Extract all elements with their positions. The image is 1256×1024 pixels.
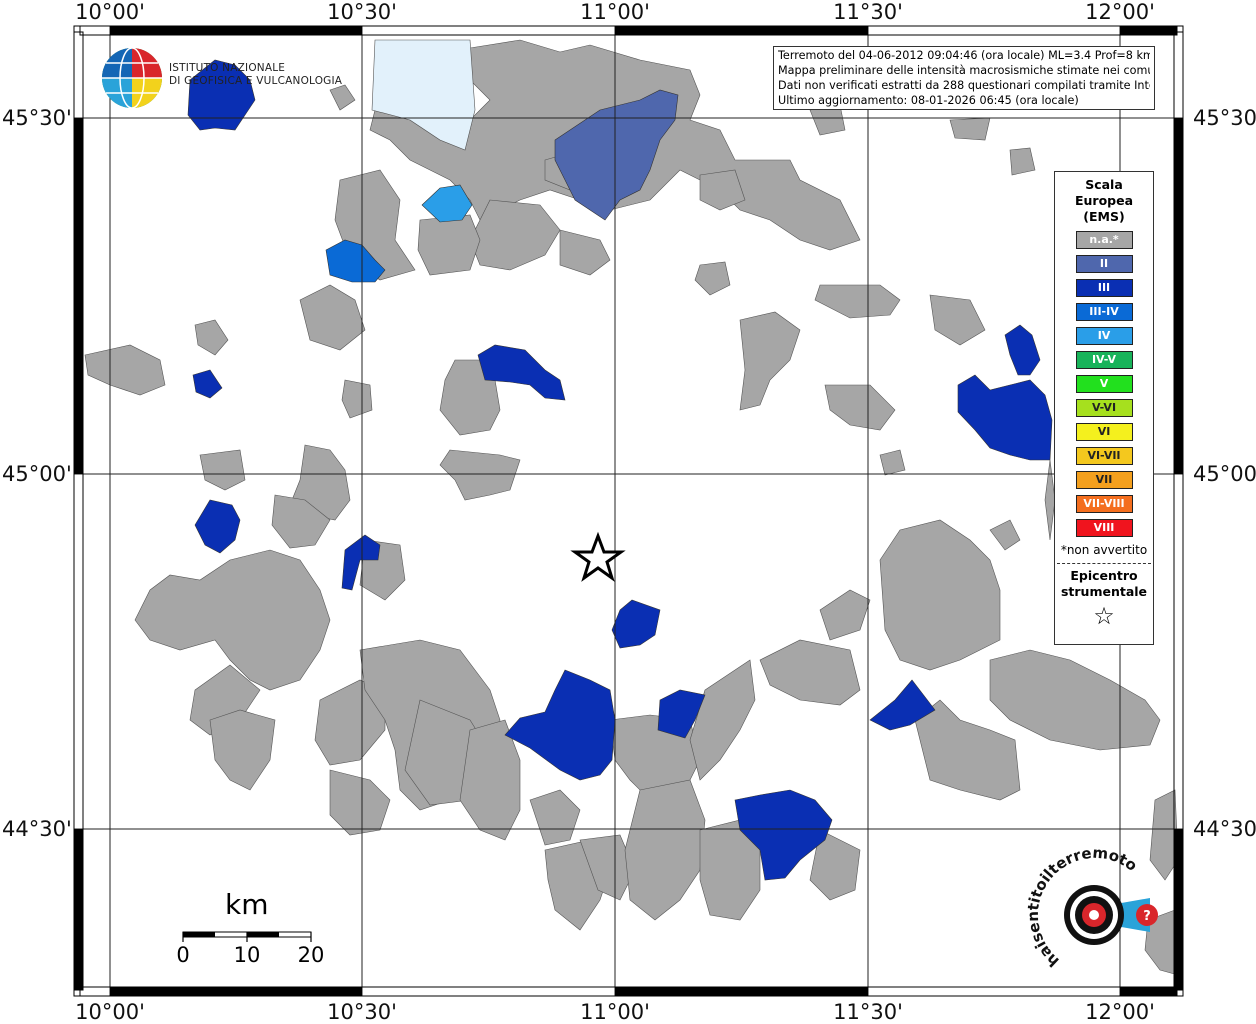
intensity-III-area	[1004, 324, 1041, 376]
ingv-line2: DI GEOFISICA E VULCANOLOGIA	[169, 75, 343, 87]
intensity-III-area	[192, 369, 223, 399]
lon-label-top: 10°30'	[327, 0, 397, 24]
hsit-target-icon: ?	[1064, 885, 1158, 945]
legend-title: Scala Europea (EMS)	[1055, 177, 1153, 225]
intensity-III-area	[957, 374, 1053, 461]
event-info-line: Mappa preliminare delle intensità macros…	[778, 64, 1150, 77]
ems-legend: Scala Europea (EMS) n.a.* II III III-IV IV IV…	[1054, 171, 1154, 645]
intensity-III-area	[341, 534, 381, 591]
epicenter-star-icon	[570, 531, 626, 582]
lat-label-left: 44°30'	[2, 817, 72, 841]
intensity-II-area	[554, 89, 679, 221]
scale-tick-label: 20	[297, 943, 325, 967]
lon-label-top: 11°00'	[580, 0, 650, 24]
legend-item: VII-VIII	[1075, 495, 1133, 513]
intensity-III-area	[504, 669, 616, 781]
legend-item: IV	[1075, 327, 1133, 345]
lon-label-bottom: 11°00'	[580, 1000, 650, 1024]
lake-area	[371, 39, 476, 151]
legend-title-line: Scala	[1085, 177, 1123, 192]
lon-label-top: 11°30'	[833, 0, 903, 24]
legend-item: V	[1075, 375, 1133, 393]
legend-separator	[1057, 563, 1151, 564]
lon-label-top: 10°00'	[75, 0, 145, 24]
intensity-III-area	[187, 59, 256, 131]
ingv-line1: ISTITUTO NAZIONALE	[169, 62, 286, 74]
event-info-line: Dati non verificati estratti da 288 ques…	[778, 79, 1150, 92]
intensity-III-area	[869, 679, 936, 731]
lat-label-right: 44°30'	[1193, 817, 1256, 841]
intensity-III-area	[657, 689, 706, 739]
legend-items: n.a.* II III III-IV IV IV-V V V-VI VI VI-VII VII VI…	[1055, 231, 1153, 537]
legend-star-icon: ☆	[1093, 602, 1115, 630]
intensity-III-area	[477, 344, 566, 401]
lon-label-bottom: 11°30'	[833, 1000, 903, 1024]
ingv-globe-icon	[102, 47, 162, 109]
svg-text:?: ?	[1143, 909, 1151, 924]
legend-item: n.a.*	[1075, 231, 1133, 249]
legend-item: III-IV	[1075, 303, 1133, 321]
scale-tick-label: 10	[233, 943, 261, 967]
legend-item: II	[1075, 255, 1133, 273]
legend-note: *non avvertito	[1060, 543, 1148, 557]
lon-label-top: 12°00'	[1085, 0, 1155, 24]
intensity-III-IV-area	[325, 239, 386, 283]
legend-item: IV-V	[1075, 351, 1133, 369]
intensity-IV-area	[421, 184, 473, 223]
legend-epicenter-line: strumentale	[1060, 584, 1148, 599]
legend-epicenter-line: Epicentro	[1070, 568, 1138, 583]
intensity-III-area	[194, 499, 241, 554]
legend-item: VI-VII	[1075, 447, 1133, 465]
lat-label-right: 45°30'	[1193, 106, 1256, 130]
lat-label-left: 45°00'	[2, 462, 72, 486]
scale-tick-label: 0	[176, 943, 190, 967]
scale-bar	[182, 931, 312, 942]
event-info-box: Terremoto del 04-06-2012 09:04:46 (ora l…	[773, 46, 1155, 110]
lon-label-bottom: 10°30'	[327, 1000, 397, 1024]
legend-item: V-VI	[1075, 399, 1133, 417]
legend-item: VIII	[1075, 519, 1133, 537]
legend-epicenter-label: Epicentro strumentale	[1055, 568, 1153, 600]
lon-label-bottom: 12°00'	[1085, 1000, 1155, 1024]
event-info-line: Terremoto del 04-06-2012 09:04:46 (ora l…	[778, 49, 1150, 62]
map-frame	[73, 25, 1184, 997]
legend-item: VI	[1075, 423, 1133, 441]
legend-item: VII	[1075, 471, 1133, 489]
scale-unit-label: km	[225, 888, 269, 921]
legend-title-line: Europea	[1074, 193, 1134, 208]
legend-item: III	[1075, 279, 1133, 297]
intensity-III-area	[611, 599, 661, 649]
lat-label-left: 45°30'	[2, 106, 72, 130]
lat-label-right: 45°00'	[1193, 462, 1256, 486]
event-info-line: Ultimo aggiornamento: 08-01-2026 06:45 (…	[778, 94, 1079, 107]
legend-title-line: (EMS)	[1083, 209, 1125, 224]
intensity-III-area	[734, 789, 833, 881]
ingv-logo-text: ISTITUTO NAZIONALE DI GEOFISICA E VULCAN…	[169, 62, 342, 88]
municipalities-felt	[187, 59, 1053, 881]
lon-label-bottom: 10°00'	[75, 1000, 145, 1024]
